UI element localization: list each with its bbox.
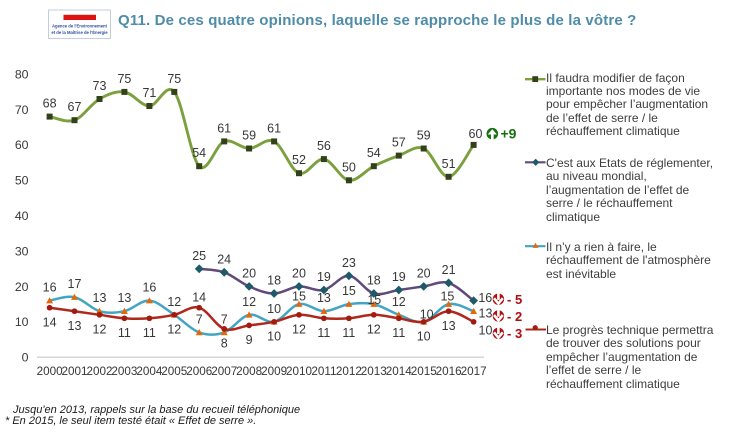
svg-text:20: 20: [417, 266, 431, 280]
svg-text:2000: 2000: [37, 365, 64, 378]
svg-text:52: 52: [292, 153, 306, 167]
svg-text:2003: 2003: [111, 365, 137, 378]
svg-text:11: 11: [392, 326, 405, 340]
svg-text:23: 23: [342, 256, 356, 270]
svg-text:20: 20: [242, 266, 256, 280]
svg-text:61: 61: [217, 121, 231, 135]
svg-text:2009: 2009: [261, 365, 287, 378]
svg-text:16: 16: [142, 281, 156, 295]
svg-text:18: 18: [267, 274, 281, 288]
svg-text:et de la Maîtrise de l'Énergie: et de la Maîtrise de l'Énergie: [51, 30, 108, 35]
svg-text:25: 25: [192, 249, 206, 263]
svg-text:50: 50: [15, 174, 29, 188]
svg-text:68: 68: [43, 97, 57, 111]
svg-text:2017: 2017: [461, 365, 487, 378]
svg-text:7: 7: [196, 312, 203, 326]
svg-text:2005: 2005: [161, 365, 188, 378]
svg-text:2013: 2013: [361, 365, 387, 378]
svg-text:12: 12: [292, 322, 306, 336]
svg-text:13: 13: [68, 319, 82, 333]
svg-text:13: 13: [479, 306, 493, 320]
svg-text:2012: 2012: [336, 365, 362, 378]
svg-text:75: 75: [167, 72, 181, 86]
svg-text:19: 19: [317, 270, 331, 284]
svg-text:59: 59: [417, 129, 431, 143]
svg-text:- 5: - 5: [507, 292, 522, 307]
svg-text:61: 61: [267, 121, 281, 135]
svg-text:57: 57: [392, 136, 406, 150]
svg-text:12: 12: [392, 295, 406, 309]
svg-text:13: 13: [117, 291, 131, 305]
svg-text:80: 80: [15, 68, 29, 82]
svg-text:19: 19: [392, 270, 406, 284]
svg-text:9: 9: [246, 333, 253, 347]
svg-text:+9: +9: [501, 126, 517, 142]
svg-text:24: 24: [217, 252, 231, 266]
svg-text:12: 12: [367, 322, 381, 336]
svg-text:11: 11: [317, 326, 330, 340]
svg-text:10: 10: [417, 330, 431, 344]
svg-text:75: 75: [117, 72, 131, 86]
svg-text:56: 56: [317, 139, 331, 153]
svg-text:17: 17: [68, 277, 82, 291]
svg-text:20: 20: [292, 266, 306, 280]
svg-text:50: 50: [342, 160, 356, 174]
svg-text:71: 71: [142, 86, 156, 100]
svg-text:2002: 2002: [86, 365, 112, 378]
svg-text:54: 54: [367, 146, 381, 160]
svg-text:15: 15: [342, 284, 356, 298]
svg-text:15: 15: [440, 290, 454, 304]
svg-text:10: 10: [420, 308, 434, 322]
svg-text:70: 70: [15, 103, 29, 117]
svg-text:2011: 2011: [311, 365, 336, 378]
svg-text:30: 30: [15, 244, 29, 258]
svg-text:11: 11: [342, 326, 355, 340]
svg-text:40: 40: [15, 209, 29, 223]
svg-text:2010: 2010: [286, 365, 313, 378]
svg-text:0: 0: [22, 351, 29, 365]
svg-text:13: 13: [93, 291, 107, 305]
svg-text:13: 13: [317, 291, 331, 305]
svg-text:18: 18: [367, 274, 381, 288]
svg-text:7: 7: [221, 312, 228, 326]
svg-text:16: 16: [43, 281, 57, 295]
svg-text:2015: 2015: [411, 365, 438, 378]
svg-text:12: 12: [242, 295, 256, 309]
svg-text:14: 14: [43, 315, 57, 329]
svg-text:10: 10: [15, 315, 29, 329]
svg-text:10: 10: [267, 330, 281, 344]
svg-text:13: 13: [442, 319, 456, 333]
svg-text:16: 16: [478, 291, 492, 305]
svg-text:73: 73: [93, 79, 107, 93]
svg-text:15: 15: [292, 289, 306, 303]
svg-text:11: 11: [143, 326, 156, 340]
svg-text:2001: 2001: [61, 365, 87, 378]
svg-text:60: 60: [469, 127, 483, 141]
svg-text:12: 12: [93, 322, 107, 336]
svg-text:10: 10: [479, 323, 493, 337]
svg-text:20: 20: [15, 280, 29, 294]
svg-text:8: 8: [221, 337, 228, 351]
svg-text:2014: 2014: [386, 365, 413, 378]
svg-text:- 2: - 2: [507, 309, 522, 324]
svg-text:- 3: - 3: [507, 326, 522, 341]
svg-text:2007: 2007: [211, 365, 237, 378]
svg-text:15: 15: [367, 293, 381, 307]
svg-text:2016: 2016: [436, 365, 462, 378]
svg-text:21: 21: [442, 263, 456, 277]
svg-text:51: 51: [442, 157, 456, 171]
svg-text:14: 14: [192, 290, 206, 304]
svg-text:Agence de l'Environnement: Agence de l'Environnement: [52, 24, 108, 29]
svg-text:59: 59: [242, 129, 256, 143]
svg-text:60: 60: [15, 138, 29, 152]
svg-text:2004: 2004: [136, 365, 163, 378]
svg-text:12: 12: [167, 295, 181, 309]
svg-text:2006: 2006: [186, 365, 212, 378]
svg-text:10: 10: [267, 302, 281, 316]
svg-text:2008: 2008: [236, 365, 262, 378]
svg-text:67: 67: [68, 100, 82, 114]
svg-text:54: 54: [192, 146, 206, 160]
svg-text:12: 12: [167, 322, 181, 336]
svg-text:11: 11: [118, 326, 131, 340]
